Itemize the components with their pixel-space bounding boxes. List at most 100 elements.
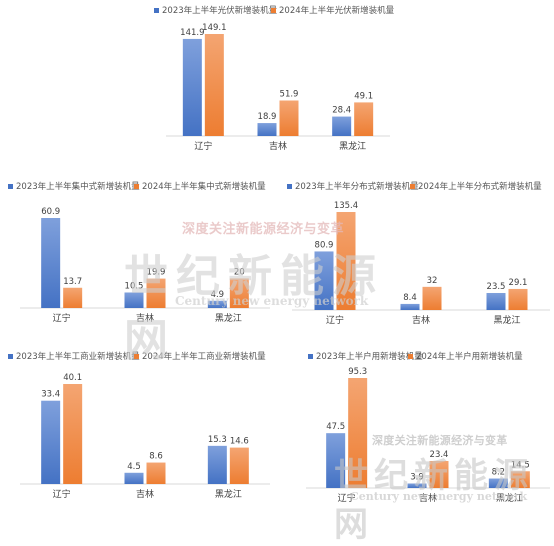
data-label: 51.9 xyxy=(280,89,299,99)
bar xyxy=(229,447,249,484)
bar xyxy=(326,433,346,488)
bar xyxy=(348,378,368,488)
data-label: 3.9 xyxy=(410,472,424,482)
legend-swatch xyxy=(308,354,313,359)
data-label: 4.5 xyxy=(127,462,141,472)
category-label: 吉林 xyxy=(136,488,154,500)
bar xyxy=(488,478,508,488)
data-label: 20 xyxy=(234,267,245,277)
bar xyxy=(124,292,144,308)
legend-label: 2024年上半户用新增装机量 xyxy=(416,351,523,362)
data-label: 18.9 xyxy=(258,112,277,122)
legend-label: 2023年上半年工商业新增装机量 xyxy=(16,351,140,362)
chart-distributed: 2023年上半年分布式新增装机量 2024年上半年分布式新增装机量 80.9 135.… xyxy=(287,181,550,326)
data-label: 49.1 xyxy=(354,91,373,101)
legend-swatch xyxy=(287,184,292,189)
category-label: 黑龙江 xyxy=(339,140,366,152)
data-label: 33.4 xyxy=(41,390,60,400)
bar xyxy=(63,287,83,308)
legend-label: 2023年上半户用新增装机量 xyxy=(316,351,423,362)
bar xyxy=(124,472,144,484)
bar xyxy=(207,445,227,484)
data-label: 10.5 xyxy=(125,281,144,291)
bar xyxy=(41,218,61,308)
chart-centralized: 2023年上半年集中式新增装机量 2024年上半年集中式新增装机量 60.9 13.7… xyxy=(8,181,270,324)
data-label: 60.9 xyxy=(41,207,60,217)
bar xyxy=(508,288,528,310)
bar xyxy=(422,286,442,310)
data-label: 40.1 xyxy=(63,373,82,383)
bar xyxy=(314,251,334,310)
legend-label: 2023年上半年光伏新增装机量 xyxy=(162,5,278,16)
legend-swatch xyxy=(154,8,159,13)
data-label: 32 xyxy=(427,276,438,286)
category-label: 辽宁 xyxy=(53,488,71,500)
legend-label: 2024年上半年工商业新增装机量 xyxy=(142,351,266,362)
bar xyxy=(354,102,374,136)
chart-commercial-industrial: 2023年上半年工商业新增装机量 2024年上半年工商业新增装机量 33.440.1… xyxy=(8,351,270,500)
category-label: 吉林 xyxy=(136,312,154,324)
legend-label: 2023年上半年集中式新增装机量 xyxy=(16,181,140,192)
legend-swatch xyxy=(134,354,139,359)
bar xyxy=(207,300,227,308)
legend-label: 2024年上半年集中式新增装机量 xyxy=(142,181,266,192)
legend-swatch xyxy=(410,184,415,189)
data-label: 8.6 xyxy=(149,452,163,462)
data-label: 23.4 xyxy=(430,450,449,460)
data-label: 28.4 xyxy=(332,106,351,116)
bar xyxy=(486,292,506,310)
bar xyxy=(407,483,427,488)
bar xyxy=(63,384,83,484)
category-label: 辽宁 xyxy=(338,492,356,504)
data-label: 8.4 xyxy=(403,293,417,303)
data-label: 14.5 xyxy=(511,460,530,470)
legend-swatch xyxy=(408,354,413,359)
bar xyxy=(204,34,224,136)
category-label: 黑龙江 xyxy=(215,312,242,324)
bar xyxy=(146,278,166,308)
category-label: 黑龙江 xyxy=(496,492,523,504)
bar xyxy=(400,303,420,310)
legend-swatch xyxy=(8,184,13,189)
category-label: 吉林 xyxy=(269,140,287,152)
legend-label: 2024年上半年光伏新增装机量 xyxy=(279,5,395,16)
data-label: 29.1 xyxy=(509,278,528,288)
legend-label: 2024年上半年分布式新增装机量 xyxy=(418,181,542,192)
category-label: 吉林 xyxy=(412,314,430,326)
data-label: 135.4 xyxy=(334,201,358,211)
data-label: 47.5 xyxy=(326,422,345,432)
data-label: 13.7 xyxy=(63,277,82,287)
bar xyxy=(429,460,449,488)
data-label: 95.3 xyxy=(348,367,367,377)
bar xyxy=(257,123,277,136)
bar xyxy=(279,100,299,136)
chart-pv-total: 2023年上半年光伏新增装机量 2024年上半年光伏新增装机量 141.9149.1… xyxy=(154,5,395,152)
bar xyxy=(510,471,530,488)
data-label: 8.2 xyxy=(492,468,506,478)
category-label: 黑龙江 xyxy=(493,314,520,326)
category-label: 辽宁 xyxy=(53,312,71,324)
data-label: 141.9 xyxy=(180,28,204,38)
data-label: 80.9 xyxy=(315,240,334,250)
bar xyxy=(146,462,166,484)
legend-swatch xyxy=(134,184,139,189)
bar xyxy=(41,400,61,484)
data-label: 149.1 xyxy=(202,23,226,33)
data-label: 19.9 xyxy=(147,268,166,278)
bar xyxy=(332,116,352,136)
category-label: 辽宁 xyxy=(326,314,344,326)
category-label: 辽宁 xyxy=(194,140,212,152)
bar xyxy=(182,38,202,136)
bar xyxy=(336,212,356,310)
legend-label: 2023年上半年分布式新增装机量 xyxy=(295,181,419,192)
category-label: 吉林 xyxy=(419,492,437,504)
category-label: 黑龙江 xyxy=(215,488,242,500)
data-label: 14.6 xyxy=(230,437,249,447)
bar xyxy=(229,278,249,308)
data-label: 15.3 xyxy=(208,435,227,445)
legend-swatch xyxy=(8,354,13,359)
data-label: 4.9 xyxy=(211,290,225,300)
legend-swatch xyxy=(271,8,276,13)
data-label: 23.5 xyxy=(487,282,506,292)
